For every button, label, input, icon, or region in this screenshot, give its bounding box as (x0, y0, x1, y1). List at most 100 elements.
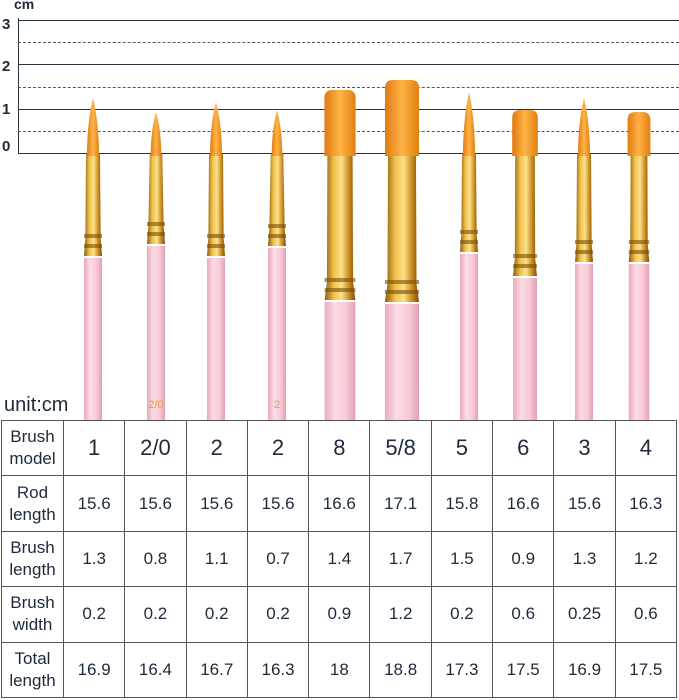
brush-ferrule-ring (147, 222, 165, 226)
cell-brush-length-7: 1.5 (430, 530, 494, 588)
cell-model-3: 2 (185, 419, 248, 477)
cell-total-length-8: 17.5 (492, 641, 555, 699)
brush-ferrule-ring (575, 250, 593, 254)
cell-brush-length-3: 1.1 (185, 530, 248, 588)
cell-brush-length-9: 1.3 (553, 530, 616, 588)
cell-total-length-3: 16.7 (185, 641, 248, 699)
brush-4: 2 (268, 110, 286, 420)
cell-brush-width-6: 1.2 (369, 586, 432, 643)
brush-ferrule-ring (268, 224, 286, 228)
cell-rod-length-2: 15.6 (124, 475, 187, 532)
brush-set-illustration: 2/0 2 (84, 80, 651, 420)
brush-handle (628, 264, 650, 420)
ruler-unit-label: cm (14, 0, 35, 12)
cell-brush-length-5: 1.4 (308, 530, 371, 588)
brush-3 (207, 102, 225, 420)
ruler-tick-2: 2 (2, 58, 11, 75)
brush-spec-table: Brush model 1 2/0 2 2 8 5/8 5 6 3 4 Rod length 15.6 1… (1, 419, 678, 699)
brush-5 (324, 90, 356, 420)
cell-rod-length-5: 16.6 (308, 475, 371, 532)
ruler-axis (18, 18, 19, 154)
brush-handle-marking: 2 (274, 399, 280, 411)
cell-brush-length-4: 0.7 (246, 530, 310, 588)
brush-ferrule-ring (207, 244, 225, 248)
brush-ferrule-ring (84, 244, 102, 248)
cell-brush-width-9: 0.25 (553, 586, 616, 643)
cell-total-length-4: 16.3 (246, 641, 310, 699)
row-header-model: Brush model (1, 419, 64, 477)
ruler-tick-0: 0 (2, 138, 11, 155)
ruler-line-3cm (18, 20, 679, 21)
cell-total-length-1: 16.9 (62, 641, 126, 699)
cell-brush-length-2: 0.8 (124, 530, 187, 588)
table-row-total-length: Total length 16.9 16.4 16.7 16.3 18 18.8 17.3 17… (1, 641, 678, 699)
brush-handle (207, 258, 225, 420)
brush-bristles (324, 90, 356, 156)
cell-rod-length-9: 15.6 (553, 475, 616, 532)
row-header-brush-length: Brush length (1, 530, 64, 588)
cell-brush-width-2: 0.2 (124, 586, 187, 643)
cell-rod-length-4: 15.6 (246, 475, 310, 532)
cell-rod-length-3: 15.6 (185, 475, 248, 532)
brush-handle (384, 304, 420, 420)
cell-rod-length-8: 16.6 (492, 475, 555, 532)
brush-bristles (627, 112, 651, 156)
brush-1 (84, 98, 102, 420)
cell-total-length-10: 17.5 (614, 641, 678, 699)
brush-ferrule (460, 154, 478, 252)
cell-model-4: 2 (246, 419, 310, 477)
cell-total-length-6: 18.8 (369, 641, 432, 699)
brush-ferrule-ring (628, 240, 650, 244)
cell-rod-length-10: 16.3 (614, 475, 678, 532)
brush-7 (460, 92, 478, 420)
cell-total-length-2: 16.4 (124, 641, 187, 699)
cell-brush-length-8: 0.9 (492, 530, 555, 588)
row-header-rod-length: Rod length (1, 475, 64, 532)
brush-ferrule-ring (575, 240, 593, 244)
brush-2: 2/0 (147, 112, 165, 420)
brush-8 (512, 110, 538, 420)
brush-bristles (512, 110, 538, 156)
ruler-line-1-5cm (18, 87, 679, 88)
cell-brush-length-10: 1.2 (614, 530, 678, 588)
cell-model-9: 3 (553, 419, 616, 477)
brush-ferrule (147, 154, 165, 244)
brush-bristles (385, 80, 419, 156)
table-row-rod-length: Rod length 15.6 15.6 15.6 15.6 16.6 17.1 15.8 16… (1, 475, 678, 532)
table-row-brush-length: Brush length 1.3 0.8 1.1 0.7 1.4 1.7 1.5 0.9 1.3 1… (1, 530, 678, 588)
brush-ferrule-ring (147, 232, 165, 236)
brush-ferrule-ring (84, 234, 102, 238)
cell-brush-length-6: 1.7 (369, 530, 432, 588)
brush-bristles (150, 112, 162, 156)
brush-handle (84, 258, 102, 420)
brush-6 (384, 80, 420, 420)
cell-rod-length-6: 17.1 (369, 475, 432, 532)
brush-ferrule (268, 154, 286, 246)
brush-ferrule (384, 154, 420, 302)
cell-rod-length-1: 15.6 (62, 475, 126, 532)
brush-ferrule-ring (460, 230, 478, 234)
table-row-brush-width: Brush width 0.2 0.2 0.2 0.2 0.9 1.2 0.2 0.6 0.25 0… (1, 586, 678, 643)
brush-ferrule-ring (324, 288, 356, 292)
brush-ferrule (324, 154, 356, 300)
brush-ferrule-ring (384, 290, 420, 294)
cell-model-10: 4 (614, 419, 678, 477)
cell-rod-length-7: 15.8 (430, 475, 494, 532)
table-row-model: Brush model 1 2/0 2 2 8 5/8 5 6 3 4 (1, 419, 678, 477)
cell-model-7: 5 (430, 419, 494, 477)
brush-ferrule-ring (628, 250, 650, 254)
cell-brush-length-1: 1.3 (62, 530, 126, 588)
brush-ferrule-ring (460, 240, 478, 244)
brush-handle (575, 264, 593, 420)
brush-ferrule (575, 154, 593, 262)
cell-brush-width-7: 0.2 (430, 586, 494, 643)
cell-model-6: 5/8 (369, 419, 432, 477)
cell-total-length-9: 16.9 (553, 641, 616, 699)
brush-ferrule-ring (513, 254, 537, 258)
brush-handle (513, 278, 537, 420)
cell-brush-width-5: 0.9 (308, 586, 371, 643)
brush-ferrule-ring (268, 234, 286, 238)
unit-label: unit:cm (4, 394, 69, 416)
row-header-total-length: Total length (1, 641, 64, 699)
brush-handle (460, 254, 478, 420)
